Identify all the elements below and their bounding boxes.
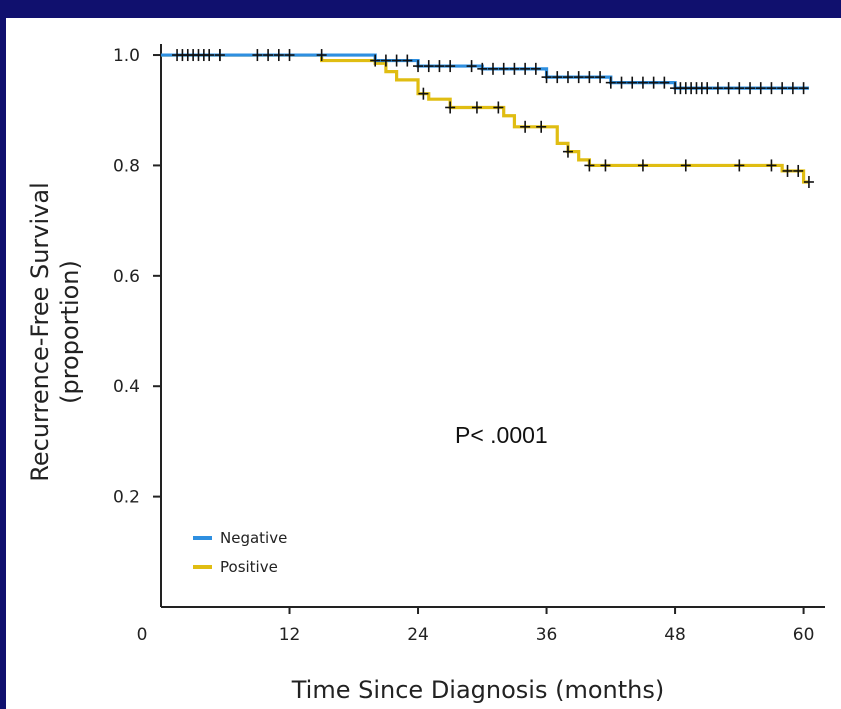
censor-mark-positive (782, 164, 793, 177)
y-tick-label-1: 1.0 (113, 46, 140, 66)
censor-mark-negative (595, 71, 606, 84)
series-line-positive (161, 53, 809, 184)
censor-mark-positive (637, 159, 648, 172)
censor-mark-negative (659, 76, 670, 89)
censor-mark-negative (605, 76, 616, 89)
x-tick-label-36: 36 (536, 625, 558, 645)
censor-mark-positive (766, 159, 777, 172)
censor-mark-negative (509, 62, 520, 75)
censor-mark-positive (520, 120, 531, 133)
p-value-annotation: P< .0001 (455, 422, 548, 448)
censor-mark-negative (445, 60, 456, 73)
censor-mark-negative (488, 62, 498, 75)
censor-mark-negative (745, 82, 756, 95)
censor-mark-positive (471, 101, 482, 114)
censor-mark-negative (434, 60, 445, 73)
censor-mark-negative (466, 60, 477, 73)
censor-mark-negative (734, 82, 745, 95)
censor-mark-negative (214, 49, 225, 62)
legend: Negative Positive (193, 529, 287, 576)
x-ticks: 0 12 24 36 48 60 (137, 607, 815, 645)
series-negative (161, 49, 809, 95)
censor-mark-negative (284, 49, 295, 62)
censor-mark-negative (252, 49, 263, 62)
censor-mark-negative (413, 60, 424, 73)
censor-mark-positive (793, 164, 804, 177)
x-tick-label-24: 24 (407, 625, 429, 645)
censor-mark-negative (380, 54, 391, 67)
censor-mark-negative (777, 82, 788, 95)
censor-mark-negative (616, 76, 627, 89)
censor-mark-positive (493, 101, 504, 114)
legend-label-negative: Negative (220, 529, 287, 547)
series-layer (161, 49, 814, 188)
censor-mark-negative (787, 82, 798, 95)
censor-mark-positive (584, 159, 595, 172)
censor-mark-positive (803, 175, 814, 188)
censor-mark-negative (584, 71, 595, 84)
censor-mark-negative (573, 71, 584, 84)
censor-mark-negative (541, 71, 552, 84)
x-axis-title: Time Since Diagnosis (months) (291, 676, 664, 704)
censor-mark-negative (316, 49, 327, 62)
censor-mark-negative (273, 49, 284, 62)
x-tick-label-0: 0 (137, 625, 148, 645)
censor-mark-negative (402, 54, 413, 67)
series-line-negative (161, 53, 809, 90)
y-axis-subtitle: (proportion) (56, 260, 84, 404)
censor-mark-positive (536, 120, 547, 133)
y-ticks: 0.2 0.4 0.6 0.8 1.0 (113, 46, 161, 508)
censor-mark-negative (627, 76, 638, 89)
y-tick-label-0.2: 0.2 (113, 488, 140, 508)
censor-mark-positive (445, 101, 456, 114)
censor-mark-negative (766, 82, 777, 95)
axes (160, 44, 825, 608)
censor-mark-negative (370, 54, 381, 67)
censor-mark-negative (562, 71, 573, 84)
censor-mark-negative (530, 62, 541, 75)
censor-mark-negative (755, 82, 766, 95)
censor-mark-negative (712, 82, 723, 95)
censor-mark-negative (648, 76, 659, 89)
censor-mark-negative (498, 62, 509, 75)
censor-mark-negative (477, 62, 488, 75)
censor-mark-positive (680, 159, 691, 172)
censor-mark-negative (552, 71, 563, 84)
y-axis-title: Recurrence-Free Survival (26, 182, 54, 481)
censor-mark-negative (637, 76, 648, 89)
x-tick-label-48: 48 (664, 625, 686, 645)
y-tick-label-0.4: 0.4 (113, 377, 140, 397)
censor-mark-negative (391, 54, 402, 67)
x-tick-label-12: 12 (279, 625, 301, 645)
censor-mark-positive (418, 87, 429, 100)
x-tick-label-60: 60 (793, 625, 815, 645)
censor-mark-negative (204, 49, 215, 62)
censor-mark-negative (423, 60, 434, 73)
censor-mark-positive (562, 145, 573, 158)
censor-mark-negative (263, 49, 274, 62)
censor-mark-positive (734, 159, 745, 172)
legend-label-positive: Positive (220, 558, 278, 576)
censor-mark-negative (520, 62, 531, 75)
censor-mark-negative (723, 82, 734, 95)
chart-panel (6, 18, 841, 709)
y-tick-label-0.6: 0.6 (113, 267, 140, 287)
censor-mark-negative (798, 82, 809, 95)
y-tick-label-0.8: 0.8 (113, 156, 140, 176)
censor-mark-positive (600, 159, 611, 172)
censor-mark-negative (702, 82, 713, 95)
